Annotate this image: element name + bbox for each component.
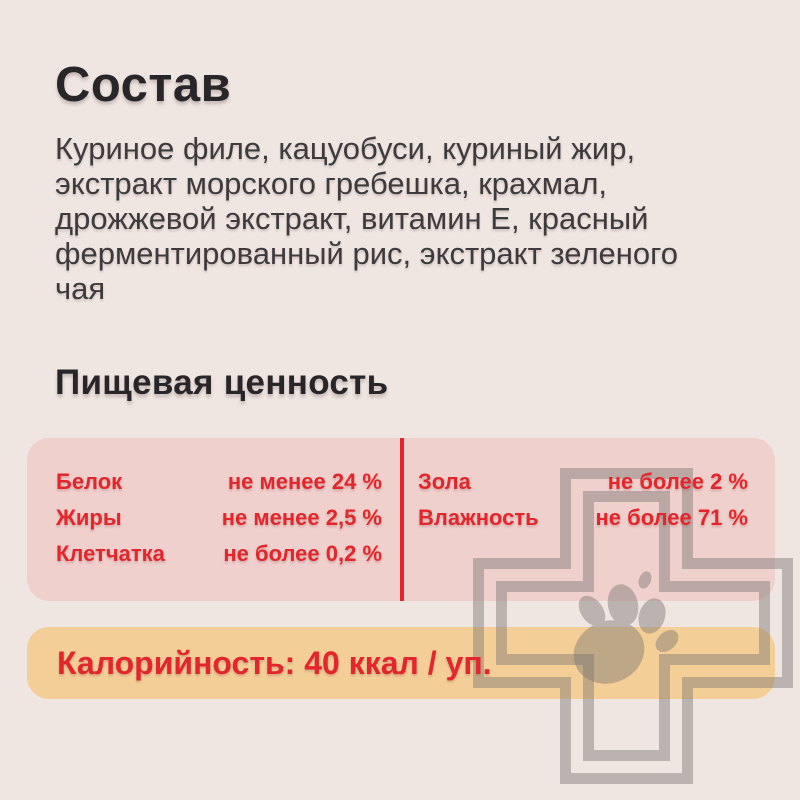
nutrition-row-protein: Белок не менее 24 % bbox=[56, 464, 382, 500]
column-divider bbox=[400, 438, 404, 601]
nutrient-label: Белок bbox=[56, 469, 123, 494]
nutrition-row-moisture: Влажность не более 71 % bbox=[418, 500, 748, 536]
nutrition-row-fiber: Клетчатка не более 0,2 % bbox=[56, 536, 382, 572]
nutrition-panel bbox=[27, 438, 775, 601]
nutrition-title: Пищевая ценность bbox=[55, 363, 389, 402]
nutrient-label: Клетчатка bbox=[56, 541, 165, 566]
nutrient-value: не менее 24 % bbox=[227, 469, 382, 494]
ingredients-line: ферментированный рис, экстракт зеленого bbox=[55, 236, 679, 271]
ingredients-line: чая bbox=[55, 271, 106, 306]
calories-text: Калорийность: 40 ккал / уп. bbox=[57, 645, 492, 681]
ingredients-text: Куриное филе, кацуобуси, куриный жир, эк… bbox=[55, 131, 678, 306]
paw-print-icon bbox=[573, 571, 679, 684]
calories-bar bbox=[27, 627, 775, 699]
nutrition-row-fat: Жиры не менее 2,5 % bbox=[56, 500, 382, 536]
nutrient-label: Жиры bbox=[56, 505, 122, 530]
nutrient-value: не более 2 % bbox=[607, 469, 748, 494]
composition-title: Состав bbox=[55, 58, 232, 112]
vet-cross-outline bbox=[473, 468, 793, 784]
nutrient-label: Зола bbox=[418, 469, 471, 494]
ingredients-line: Куриное филе, кацуобуси, куриный жир, bbox=[55, 131, 636, 166]
nutrient-value: не менее 2,5 % bbox=[221, 505, 382, 530]
nutrition-row-ash: Зола не более 2 % bbox=[418, 464, 748, 500]
nutrition-column-left: Белок не менее 24 % Жиры не менее 2,5 % … bbox=[56, 464, 382, 572]
nutrition-column-right: Зола не более 2 % Влажность не более 71 … bbox=[418, 464, 748, 536]
nutrient-value: не более 0,2 % bbox=[223, 541, 382, 566]
nutrition-table: Белок не менее 24 % Жиры не менее 2,5 % … bbox=[27, 438, 775, 601]
vet-cross-paw-watermark bbox=[473, 468, 793, 784]
nutrient-label: Влажность bbox=[418, 505, 539, 530]
ingredients-line: дрожжевой экстракт, витамин Е, красный bbox=[55, 201, 649, 236]
nutrient-value: не более 71 % bbox=[595, 505, 748, 530]
ingredients-line: экстракт морского гребешка, крахмал, bbox=[55, 166, 608, 201]
